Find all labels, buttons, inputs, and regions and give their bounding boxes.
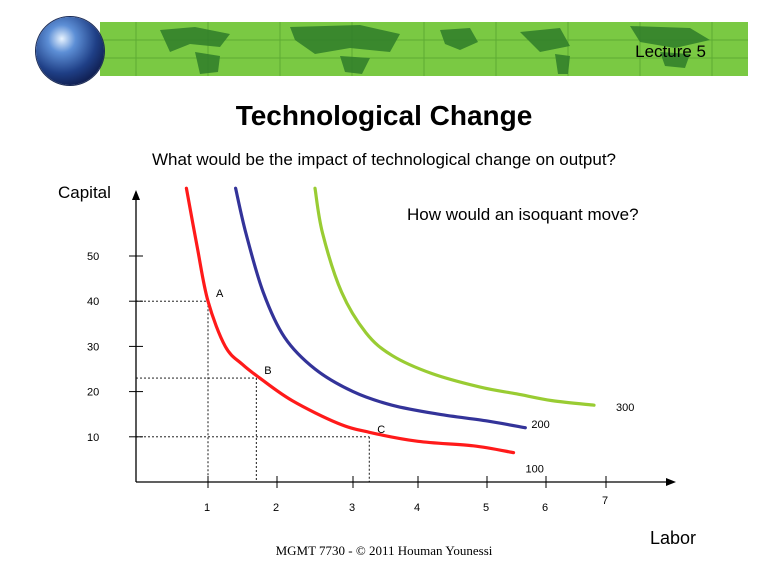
x-axis-arrow [666, 478, 676, 486]
isoquant-question: How would an isoquant move? [407, 205, 639, 224]
x-axis-label: Labor [650, 528, 697, 548]
globe-logo [36, 17, 104, 85]
isoquant-100 [184, 186, 516, 455]
x-tick-label: 5 [483, 502, 489, 514]
y-axis-label: Capital [58, 183, 111, 202]
y-axis-arrow [132, 190, 140, 200]
x-tick-label: 2 [273, 502, 279, 514]
x-tick-label: 6 [542, 502, 548, 514]
point-label-a: A [216, 288, 224, 300]
x-tick-label: 4 [414, 502, 420, 514]
point-label-b: B [264, 365, 271, 377]
y-tick-label: 20 [87, 387, 99, 399]
y-tick-label: 10 [87, 432, 99, 444]
slide-title: Technological Change [235, 100, 533, 131]
y-tick-label: 30 [87, 341, 99, 353]
x-tick-label: 1 [204, 502, 210, 514]
header-banner [100, 22, 748, 76]
footer-credit: MGMT 7730 - © 2011 Houman Younessi [275, 543, 493, 558]
y-tick-label: 50 [87, 251, 99, 263]
x-tick-label: 3 [349, 502, 355, 514]
y-tick-label: 40 [87, 296, 99, 308]
world-map-graphic [100, 22, 748, 76]
x-tick-label: 7 [602, 495, 608, 507]
slide-subtitle: What would be the impact of technologica… [151, 150, 617, 169]
lecture-label: Lecture 5 [635, 42, 706, 61]
series-label-300: 300 [616, 402, 634, 414]
series-label-100: 100 [526, 464, 544, 476]
isoquant-200 [234, 186, 527, 430]
point-label-c: C [377, 424, 385, 436]
series-label-200: 200 [531, 419, 549, 431]
isoquant-300 [313, 186, 596, 407]
